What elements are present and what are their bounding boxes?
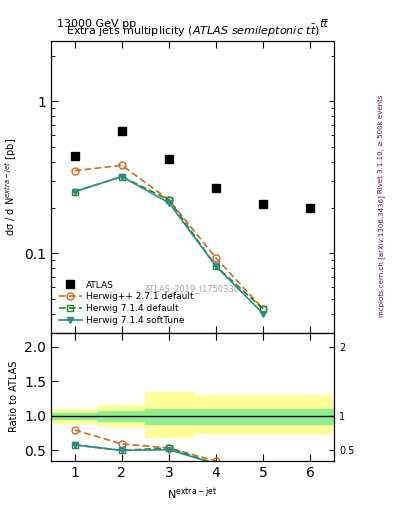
Herwig 7.1.4 default xyxy=(214,263,219,269)
ATLAS xyxy=(261,201,266,207)
Text: 13000 GeV pp: 13000 GeV pp xyxy=(57,19,136,29)
Herwig++ 2.7.1 default xyxy=(119,162,124,168)
Text: ATLAS_2019_I1750330: ATLAS_2019_I1750330 xyxy=(145,285,240,293)
Line: Herwig++ 2.7.1 default: Herwig++ 2.7.1 default xyxy=(71,162,267,312)
ATLAS xyxy=(308,205,313,211)
Herwig 7.1.4 default xyxy=(72,188,77,195)
Herwig 7.1.4 default xyxy=(261,306,266,312)
Herwig 7.1.4 softTune xyxy=(119,174,124,180)
Herwig 7.1.4 default xyxy=(167,197,171,203)
Text: tt̅: tt̅ xyxy=(320,19,329,29)
Herwig 7.1.4 default xyxy=(119,174,124,180)
Herwig 7.1.4 softTune xyxy=(72,188,77,195)
Line: Herwig 7.1.4 default: Herwig 7.1.4 default xyxy=(71,173,267,312)
Herwig++ 2.7.1 default xyxy=(72,167,77,174)
ATLAS xyxy=(167,156,171,162)
ATLAS xyxy=(72,153,77,159)
Text: Rivet 3.1.10, ≥ 500k events: Rivet 3.1.10, ≥ 500k events xyxy=(378,94,384,193)
Y-axis label: dσ / d N$^{extra-jet}$ [pb]: dσ / d N$^{extra-jet}$ [pb] xyxy=(3,138,19,236)
Line: Herwig 7.1.4 softTune: Herwig 7.1.4 softTune xyxy=(71,173,267,317)
Herwig 7.1.4 softTune xyxy=(167,200,171,206)
X-axis label: N$^{\mathrm{extra-jet}}$: N$^{\mathrm{extra-jet}}$ xyxy=(167,485,218,502)
Herwig++ 2.7.1 default xyxy=(261,306,266,312)
ATLAS xyxy=(119,128,124,134)
Title: Extra jets multiplicity $\mathit{(ATLAS\ semileptonic\ t\bar{t})}$: Extra jets multiplicity $\mathit{(ATLAS\… xyxy=(66,23,320,39)
Herwig++ 2.7.1 default xyxy=(167,197,171,203)
Herwig 7.1.4 softTune xyxy=(214,263,219,269)
Y-axis label: Ratio to ATLAS: Ratio to ATLAS xyxy=(9,361,19,433)
ATLAS xyxy=(214,185,219,191)
Legend: ATLAS, Herwig++ 2.7.1 default, Herwig 7.1.4 default, Herwig 7.1.4 softTune: ATLAS, Herwig++ 2.7.1 default, Herwig 7.… xyxy=(55,277,198,328)
Herwig++ 2.7.1 default xyxy=(214,255,219,261)
Herwig 7.1.4 softTune xyxy=(261,311,266,317)
Text: mcplots.cern.ch [arXiv:1306.3436]: mcplots.cern.ch [arXiv:1306.3436] xyxy=(378,195,385,317)
Line: ATLAS: ATLAS xyxy=(70,126,315,212)
